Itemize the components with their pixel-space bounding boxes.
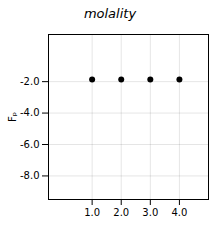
svg-text:Fₚ: Fₚ: [7, 112, 18, 122]
svg-text:2.0: 2.0: [113, 207, 129, 218]
svg-text:-4.0: -4.0: [20, 107, 40, 118]
svg-text:1.0: 1.0: [84, 207, 100, 218]
svg-text:-8.0: -8.0: [20, 170, 40, 181]
svg-text:-6.0: -6.0: [20, 139, 40, 150]
svg-text:3.0: 3.0: [142, 207, 158, 218]
html-text:molality: molality: [83, 6, 137, 21]
svg-text:4.0: 4.0: [171, 207, 187, 218]
svg-text:-2.0: -2.0: [20, 76, 40, 87]
